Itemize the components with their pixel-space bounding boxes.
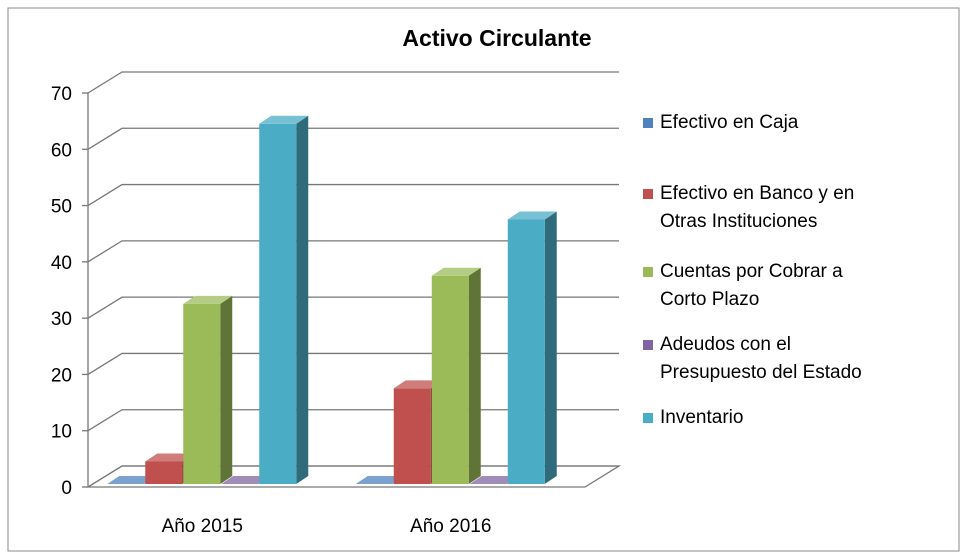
- bar: [431, 267, 481, 484]
- bar-top: [393, 380, 443, 389]
- bar-top: [355, 476, 405, 484]
- bar-side: [468, 267, 481, 484]
- legend-marker: [643, 189, 653, 199]
- grid-line: [87, 240, 619, 263]
- bar-front: [507, 219, 545, 484]
- bar-side: [220, 295, 233, 484]
- bar: [355, 476, 405, 484]
- bar: [469, 476, 519, 484]
- bar-top: [259, 115, 309, 124]
- legend-marker: [643, 413, 653, 423]
- bar: [183, 295, 233, 484]
- bar-front: [183, 303, 221, 484]
- y-tick-label: 40: [51, 253, 72, 274]
- bar-front: [431, 275, 469, 484]
- bar-top: [507, 211, 557, 220]
- bar-front: [259, 123, 297, 485]
- bar-side: [544, 211, 557, 484]
- legend-label: Adeudos con el Presupuesto del Estado: [660, 334, 862, 383]
- y-tick-label: 30: [51, 309, 72, 330]
- bar-top: [469, 476, 519, 484]
- bar-top: [431, 267, 481, 276]
- legend-marker: [643, 267, 653, 277]
- legend-label: Cuentas por Cobrar a Corto Plazo: [660, 261, 843, 310]
- legend-label: Efectivo en Caja: [660, 112, 799, 133]
- x-tick-label: Año 2015: [162, 516, 243, 537]
- bar-top: [145, 453, 195, 462]
- legend-marker: [643, 340, 653, 350]
- legend-marker: [643, 118, 653, 128]
- y-tick-label: 60: [51, 140, 72, 161]
- grid-line: [87, 127, 619, 150]
- bar-front: [393, 388, 431, 484]
- legend-label: Inventario: [660, 407, 744, 428]
- y-tick-label: 0: [61, 478, 72, 499]
- bar-top: [107, 476, 157, 484]
- bar: [107, 476, 157, 484]
- grid-line: [87, 183, 619, 207]
- y-tick-label: 10: [51, 422, 72, 443]
- chart-title: Activo Circulante: [402, 25, 591, 51]
- legend-label: Efectivo en Banco y en Otras Institucion…: [660, 183, 855, 232]
- bar: [507, 211, 557, 484]
- floor: [85, 465, 622, 488]
- bar-top: [221, 476, 271, 484]
- bar-top: [183, 295, 233, 304]
- bar-side: [296, 115, 309, 485]
- bar: [259, 115, 309, 485]
- back-wall: [122, 72, 619, 466]
- bar: [221, 476, 271, 484]
- y-tick-label: 50: [51, 197, 72, 218]
- x-tick-label: Año 2016: [410, 516, 491, 537]
- bar-front: [145, 461, 183, 484]
- grid-line: [87, 71, 619, 94]
- y-tick-label: 70: [51, 84, 72, 105]
- y-tick-label: 20: [51, 365, 72, 386]
